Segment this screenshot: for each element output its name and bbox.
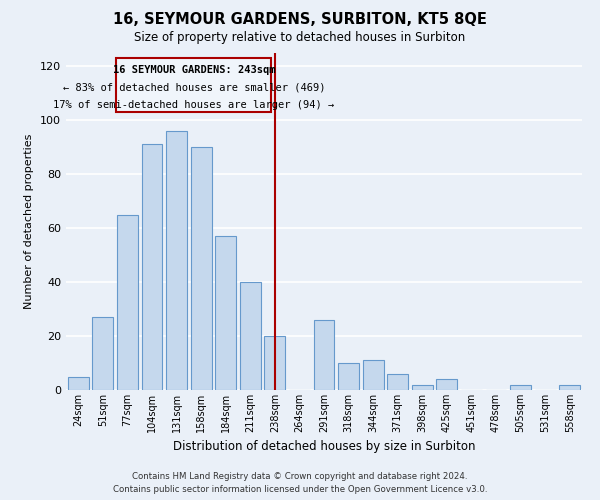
Text: ← 83% of detached houses are smaller (469): ← 83% of detached houses are smaller (46… (62, 82, 325, 92)
Text: 16 SEYMOUR GARDENS: 243sqm: 16 SEYMOUR GARDENS: 243sqm (113, 64, 275, 74)
Text: Size of property relative to detached houses in Surbiton: Size of property relative to detached ho… (134, 31, 466, 44)
Bar (436, 379, 457, 390)
Bar (191, 147, 212, 390)
Bar (142, 144, 163, 390)
Bar (117, 214, 138, 390)
Bar (166, 131, 187, 390)
Bar (387, 374, 408, 390)
Text: 17% of semi-detached houses are larger (94) →: 17% of semi-detached houses are larger (… (53, 100, 334, 110)
Bar (510, 384, 531, 390)
Bar (240, 282, 261, 390)
Text: Contains HM Land Registry data © Crown copyright and database right 2024.
Contai: Contains HM Land Registry data © Crown c… (113, 472, 487, 494)
FancyBboxPatch shape (116, 58, 271, 112)
Bar (68, 376, 89, 390)
Bar (362, 360, 383, 390)
Text: 16, SEYMOUR GARDENS, SURBITON, KT5 8QE: 16, SEYMOUR GARDENS, SURBITON, KT5 8QE (113, 12, 487, 28)
Bar (265, 336, 286, 390)
Bar (314, 320, 334, 390)
Bar (92, 317, 113, 390)
Bar (559, 384, 580, 390)
Bar (338, 363, 359, 390)
Bar (412, 384, 433, 390)
X-axis label: Distribution of detached houses by size in Surbiton: Distribution of detached houses by size … (173, 440, 475, 454)
Bar (215, 236, 236, 390)
Y-axis label: Number of detached properties: Number of detached properties (25, 134, 34, 309)
